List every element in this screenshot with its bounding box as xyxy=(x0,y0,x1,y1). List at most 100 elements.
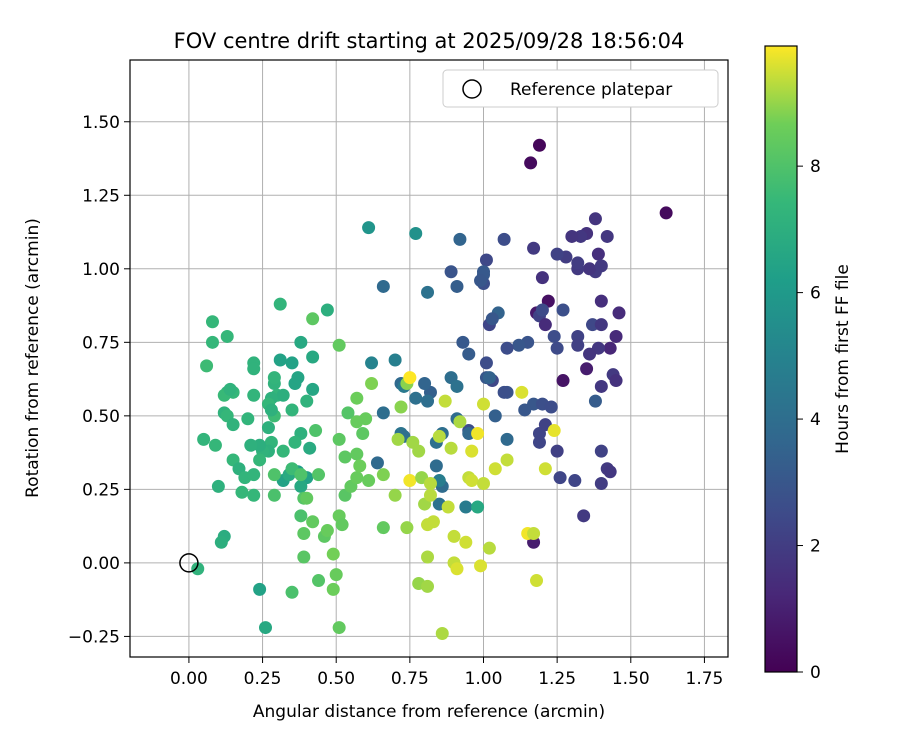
data-point xyxy=(303,441,317,455)
data-point xyxy=(403,371,417,385)
data-point xyxy=(594,444,608,458)
x-tick-label: 0.00 xyxy=(170,669,208,689)
colorbar-tick-label: 4 xyxy=(810,410,821,430)
x-tick-label: 0.75 xyxy=(391,669,429,689)
data-point xyxy=(326,582,340,596)
data-point xyxy=(553,471,567,485)
y-tick-label: 1.50 xyxy=(82,113,120,133)
data-point xyxy=(376,468,390,482)
colorbar-tick-label: 6 xyxy=(810,284,821,304)
data-point xyxy=(456,335,470,349)
y-tick-label: 0.25 xyxy=(82,480,120,500)
data-point xyxy=(412,444,426,458)
data-point xyxy=(241,412,255,426)
data-point xyxy=(423,476,437,490)
data-point xyxy=(476,476,490,490)
data-point xyxy=(524,156,538,170)
plot-frame xyxy=(129,59,729,658)
data-point xyxy=(285,403,299,417)
data-point xyxy=(471,500,485,514)
data-point xyxy=(288,435,302,449)
data-point xyxy=(512,338,526,352)
y-tick-label: 0.75 xyxy=(82,333,120,353)
data-point xyxy=(294,479,308,493)
data-point xyxy=(497,232,511,246)
x-tick-label: 1.25 xyxy=(538,669,576,689)
data-point xyxy=(326,547,340,561)
data-point xyxy=(577,509,591,523)
x-tick-label: 1.50 xyxy=(612,669,650,689)
data-point xyxy=(356,426,370,440)
data-point xyxy=(571,256,585,270)
data-point xyxy=(438,394,452,408)
data-point xyxy=(226,418,240,432)
data-point xyxy=(423,488,437,502)
data-point xyxy=(285,585,299,599)
data-point xyxy=(200,359,214,373)
data-point xyxy=(197,432,211,446)
data-point xyxy=(294,335,308,349)
data-point xyxy=(362,474,376,488)
y-tick-label: 0.50 xyxy=(82,407,120,427)
colorbar-tick-label: 0 xyxy=(810,663,821,683)
data-point xyxy=(429,459,443,473)
data-point xyxy=(223,382,237,396)
data-point xyxy=(294,509,308,523)
data-point xyxy=(485,312,499,326)
data-point xyxy=(556,303,570,317)
data-point xyxy=(588,394,602,408)
data-point xyxy=(603,465,617,479)
data-point xyxy=(306,350,320,364)
data-point xyxy=(459,500,473,514)
data-point xyxy=(444,265,458,279)
data-point xyxy=(267,371,281,385)
data-point xyxy=(276,388,290,402)
data-point xyxy=(208,438,222,452)
data-point xyxy=(527,241,541,255)
data-point xyxy=(500,341,514,355)
data-point xyxy=(244,438,258,452)
data-point xyxy=(588,212,602,226)
data-point xyxy=(476,397,490,411)
data-point xyxy=(479,253,493,267)
data-point xyxy=(447,529,461,543)
data-point xyxy=(350,471,364,485)
data-point xyxy=(247,362,261,376)
x-tick-label: 1.75 xyxy=(686,669,724,689)
data-point xyxy=(350,391,364,405)
data-point xyxy=(306,312,320,326)
data-point xyxy=(332,621,346,635)
data-point xyxy=(400,521,414,535)
data-point xyxy=(294,468,308,482)
y-tick-label: 0.00 xyxy=(82,554,120,574)
data-point xyxy=(350,447,364,461)
data-point xyxy=(273,353,287,367)
data-point xyxy=(320,303,334,317)
data-point xyxy=(600,229,614,243)
data-point xyxy=(409,391,423,405)
chart-title: FOV centre drift starting at 2025/09/28 … xyxy=(174,29,685,53)
data-point xyxy=(612,306,626,320)
data-point xyxy=(341,406,355,420)
data-point xyxy=(474,559,488,573)
data-point xyxy=(376,521,390,535)
data-point xyxy=(388,353,402,367)
data-point xyxy=(532,435,546,449)
data-point xyxy=(297,550,311,564)
colorbar-label: Hours from first FF file xyxy=(833,264,853,454)
data-point xyxy=(432,429,446,443)
data-point xyxy=(550,444,564,458)
colorbar-tick-label: 2 xyxy=(810,537,821,557)
data-point xyxy=(394,400,408,414)
x-tick-label: 0.50 xyxy=(317,669,355,689)
data-point xyxy=(320,524,334,538)
data-point xyxy=(353,459,367,473)
data-point xyxy=(474,274,488,288)
data-point xyxy=(267,488,281,502)
x-tick-label: 0.25 xyxy=(244,669,282,689)
legend-entry-reference-platepar: Reference platepar xyxy=(510,80,672,100)
reference-marker-group xyxy=(179,553,199,573)
data-point xyxy=(332,432,346,446)
data-point xyxy=(571,338,585,352)
